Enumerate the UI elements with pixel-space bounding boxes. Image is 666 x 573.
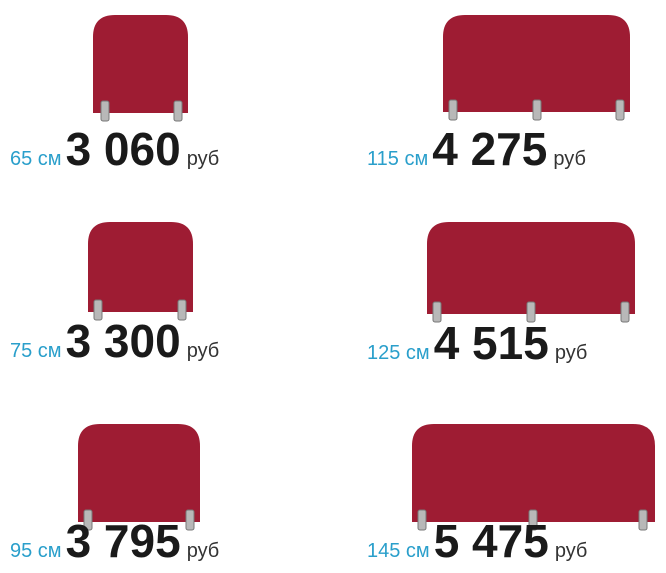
mount-clip xyxy=(101,101,109,121)
price: 3 300 xyxy=(66,315,181,367)
currency: руб xyxy=(187,148,220,170)
price-row: 75 см3 300 руб xyxy=(10,318,219,364)
price-row: 145 см5 475 руб xyxy=(367,518,587,564)
size: 75 см xyxy=(10,340,62,362)
currency: руб xyxy=(187,340,220,362)
screen-panel xyxy=(427,222,635,314)
price-row: 125 см4 515 руб xyxy=(367,320,587,366)
screen-panel xyxy=(88,222,193,312)
currency: руб xyxy=(553,148,586,170)
price: 4 275 xyxy=(432,123,547,175)
size: 145 см xyxy=(367,540,430,562)
size: 95 см xyxy=(10,540,62,562)
size: 125 см xyxy=(367,342,430,364)
price: 4 515 xyxy=(434,317,549,369)
price: 3 060 xyxy=(66,123,181,175)
price-row: 95 см3 795 руб xyxy=(10,518,219,564)
size: 115 см xyxy=(367,148,428,170)
price-row: 65 см3 060 руб xyxy=(10,126,219,172)
mount-clip xyxy=(174,101,182,121)
size: 65 см xyxy=(10,148,62,170)
screen-panel xyxy=(93,15,188,113)
price: 3 795 xyxy=(66,515,181,567)
currency: руб xyxy=(555,342,588,364)
currency: руб xyxy=(187,540,220,562)
mount-clip xyxy=(533,100,541,120)
panels xyxy=(0,0,666,573)
mount-clip xyxy=(621,302,629,322)
price: 5 475 xyxy=(434,515,549,567)
currency: руб xyxy=(555,540,588,562)
mount-clip xyxy=(449,100,457,120)
mount-clip xyxy=(616,100,624,120)
price-row: 115 см4 275 руб xyxy=(367,126,586,172)
price-grid: 65 см3 060 руб 115 см4 275 руб 75 см3 300 руб… xyxy=(0,0,666,573)
screen-panel xyxy=(443,15,630,112)
mount-clip xyxy=(639,510,647,530)
screen-panel xyxy=(78,424,200,522)
screen-panel xyxy=(412,424,655,522)
